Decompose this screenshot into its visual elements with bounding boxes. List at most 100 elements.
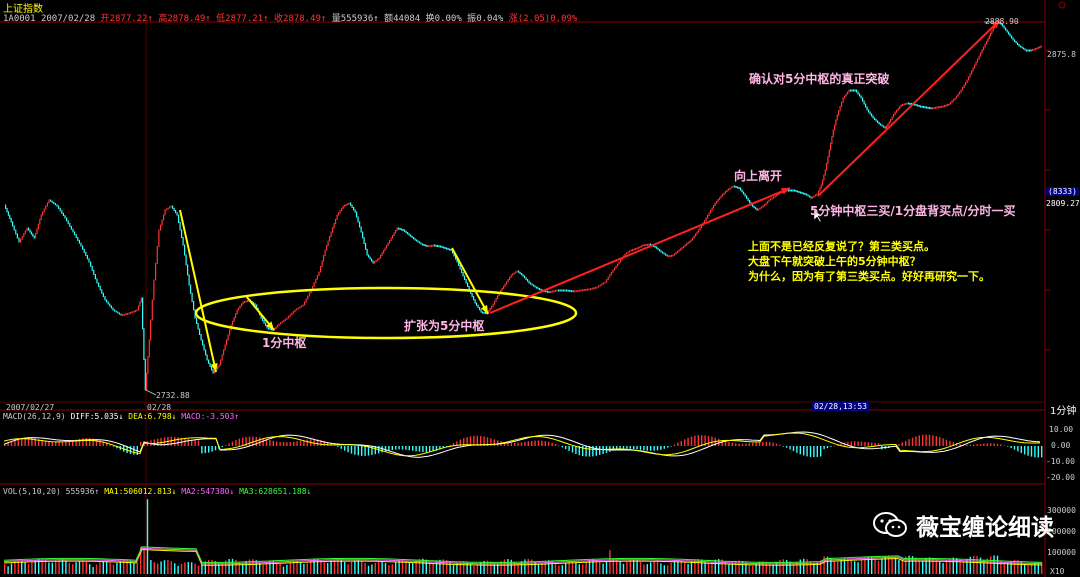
price-bar — [83, 248, 85, 253]
macd-bar — [915, 436, 917, 446]
price-bar — [256, 304, 258, 309]
macd-bar — [718, 438, 720, 446]
price-bar — [380, 255, 382, 259]
price-bar — [558, 289, 560, 292]
current-price: 2809.27 — [1046, 199, 1080, 208]
volume-bar — [48, 562, 50, 574]
price-bar — [143, 328, 145, 360]
volume-bar — [160, 561, 162, 574]
volume-bar — [561, 565, 563, 574]
price-bar — [845, 93, 847, 97]
volume-bar — [418, 559, 421, 574]
volume-bar — [806, 559, 808, 574]
price-bar — [554, 289, 556, 292]
macd-bar — [704, 435, 706, 446]
close-value: 2878.49 — [282, 14, 321, 24]
volume-bar — [316, 559, 319, 574]
macd-bar — [769, 442, 771, 446]
price-bar — [99, 285, 101, 291]
macd-bar — [527, 441, 529, 446]
volume-bar — [996, 555, 999, 574]
price-bar — [951, 100, 953, 103]
volume-bar — [361, 561, 363, 574]
macd-bar — [442, 446, 444, 449]
volume-bar — [772, 564, 774, 574]
macd-bar — [44, 440, 47, 446]
price-bar — [1039, 46, 1041, 49]
price-bar — [10, 218, 12, 223]
macd-bar — [687, 437, 689, 446]
price-bar — [163, 214, 165, 221]
price-bar — [657, 247, 659, 251]
volume-bar — [527, 558, 529, 574]
price-bar — [537, 287, 539, 290]
macd-bar — [711, 436, 713, 446]
macd-bar — [293, 441, 295, 446]
volume-bar — [650, 562, 652, 574]
macd-bar — [214, 446, 217, 451]
price-bar — [519, 271, 521, 275]
volume-bar — [911, 556, 914, 574]
price-bar — [933, 107, 935, 109]
volume-bar — [755, 563, 757, 574]
price-bar — [779, 192, 781, 195]
price-bar — [927, 106, 929, 109]
price-bar — [735, 186, 737, 188]
price-bar — [810, 196, 812, 199]
macd-bar — [486, 437, 489, 446]
macd-bar — [701, 435, 703, 446]
macd-bar — [320, 440, 322, 446]
arrow-down-2-head — [266, 321, 274, 330]
price-bar — [489, 308, 491, 312]
macd-bar — [337, 446, 339, 447]
volume-bar — [922, 560, 924, 574]
price-bar — [765, 202, 767, 205]
macd-bar — [490, 438, 492, 446]
price-bar — [173, 207, 175, 212]
volume-bar — [167, 559, 169, 574]
macd-bar — [327, 442, 329, 446]
note-block: 上面不是已经反复说了？第三类买点。 大盘下午就突破上午的5分钟中枢？ 为什么，因… — [748, 239, 990, 284]
volume-bar — [1041, 562, 1043, 574]
settings-icon[interactable] — [1058, 1, 1066, 9]
current-code: (8333) — [1046, 187, 1079, 196]
macd-bar — [184, 438, 186, 446]
macd-bar — [177, 437, 179, 446]
price-bar — [633, 248, 635, 251]
volume-bar — [871, 557, 873, 574]
volume-bar — [636, 560, 638, 574]
price-bar — [822, 179, 824, 186]
price-bar — [744, 193, 746, 197]
volume-bar — [106, 561, 108, 574]
macd-bar — [340, 446, 342, 449]
price-bar — [238, 307, 240, 311]
volume-bar — [306, 563, 308, 574]
price-bar — [1012, 37, 1014, 41]
volume-bar — [143, 546, 145, 574]
volume-bar — [908, 555, 910, 574]
volume-bar — [466, 561, 468, 574]
annotation-up-leave: 向上离开 — [734, 169, 783, 183]
price-bar — [1033, 48, 1035, 51]
price-bar — [75, 234, 77, 239]
price-bar — [494, 300, 496, 305]
volume-bar — [41, 559, 43, 574]
macd-bar — [347, 446, 349, 453]
period-label[interactable]: 1分钟 — [1050, 406, 1077, 417]
volume-bar — [847, 558, 849, 574]
price-bar — [122, 314, 124, 317]
volume-bar — [646, 564, 648, 574]
price-bar — [832, 129, 834, 138]
volume-bar — [786, 559, 788, 574]
macd-bar — [806, 446, 808, 457]
macd-bar — [1000, 444, 1002, 446]
price-bar — [497, 295, 499, 300]
price-bar — [678, 249, 680, 252]
macd-bar — [765, 441, 767, 446]
macd-bar — [204, 446, 206, 454]
price-bar — [932, 107, 934, 110]
price-bar — [288, 315, 290, 319]
volume-bar — [1007, 563, 1009, 574]
macd-dea: DEA:6.798 — [128, 412, 172, 421]
